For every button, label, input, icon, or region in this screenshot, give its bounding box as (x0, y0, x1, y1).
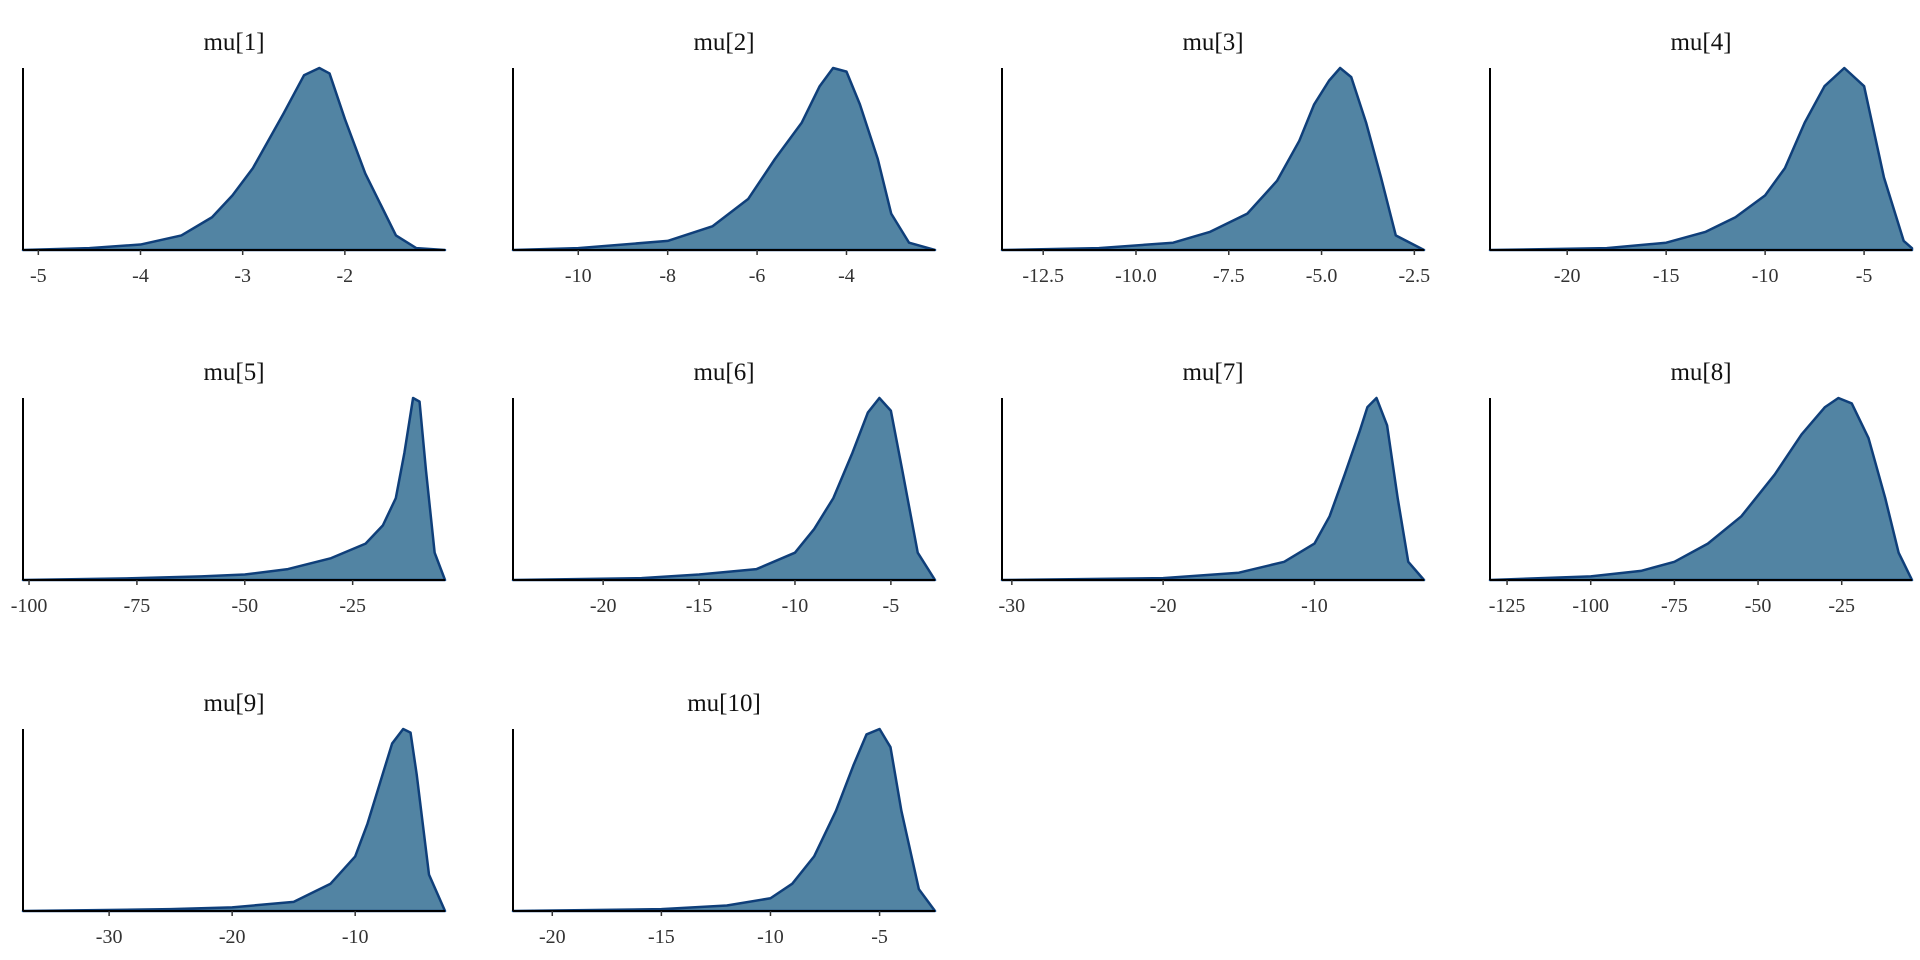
x-tick-label: -75 (124, 595, 151, 617)
x-tick-label: -5 (1856, 265, 1873, 287)
panel-title: mu[6] (693, 359, 754, 386)
density-area (21, 396, 447, 582)
panel-title: mu[2] (693, 29, 754, 56)
x-tick-label: -20 (539, 926, 566, 948)
x-tick-label: -20 (1554, 265, 1581, 287)
x-tick-label: -20 (590, 595, 617, 617)
x-tick-label: -8 (659, 265, 676, 287)
x-tick-label: -50 (231, 595, 258, 617)
panel-title: mu[10] (687, 690, 761, 717)
density-area (511, 66, 937, 252)
x-tick-label: -6 (749, 265, 766, 287)
x-tick-label: -2 (337, 265, 354, 287)
x-tick-label: -25 (1828, 595, 1855, 617)
panel-title: mu[8] (1670, 359, 1731, 386)
x-tick-label: -5 (30, 265, 47, 287)
x-tick-label: -10 (782, 595, 809, 617)
x-tick-label: -15 (648, 926, 675, 948)
density-area (511, 396, 937, 582)
density-area (1000, 396, 1426, 582)
x-tick-label: -125 (1489, 595, 1526, 617)
x-tick-label: -4 (132, 265, 149, 287)
panel-title: mu[7] (1182, 359, 1243, 386)
x-tick-label: -100 (11, 595, 48, 617)
x-tick-label: -25 (339, 595, 366, 617)
panel-title: mu[9] (203, 690, 264, 717)
x-tick-label: -20 (219, 926, 246, 948)
x-tick-label: -10 (1752, 265, 1779, 287)
x-tick-label: -10 (1301, 595, 1328, 617)
x-tick-label: -2.5 (1399, 265, 1431, 287)
x-tick-label: -4 (838, 265, 855, 287)
density-area (1488, 66, 1914, 252)
x-tick-label: -7.5 (1213, 265, 1245, 287)
panel-title: mu[1] (203, 29, 264, 56)
x-tick-label: -30 (96, 926, 123, 948)
density-area (21, 66, 447, 252)
panel-title: mu[5] (203, 359, 264, 386)
panel-title: mu[3] (1182, 29, 1243, 56)
x-tick-label: -5.0 (1306, 265, 1338, 287)
x-tick-label: -30 (998, 595, 1025, 617)
x-tick-label: -75 (1661, 595, 1688, 617)
x-tick-label: -10 (565, 265, 592, 287)
x-tick-label: -15 (1653, 265, 1680, 287)
x-tick-label: -10 (757, 926, 784, 948)
x-tick-label: -12.5 (1022, 265, 1064, 287)
x-tick-label: -15 (686, 595, 713, 617)
x-tick-label: -5 (871, 926, 888, 948)
density-area (1000, 66, 1426, 252)
x-tick-label: -50 (1745, 595, 1772, 617)
x-tick-label: -3 (234, 265, 251, 287)
x-tick-label: -20 (1150, 595, 1177, 617)
x-tick-label: -10.0 (1115, 265, 1157, 287)
x-tick-label: -100 (1572, 595, 1609, 617)
x-tick-label: -10 (342, 926, 369, 948)
density-area (21, 727, 447, 913)
density-area (511, 727, 937, 913)
density-area (1488, 396, 1914, 582)
x-tick-label: -5 (883, 595, 900, 617)
panel-title: mu[4] (1670, 29, 1731, 56)
